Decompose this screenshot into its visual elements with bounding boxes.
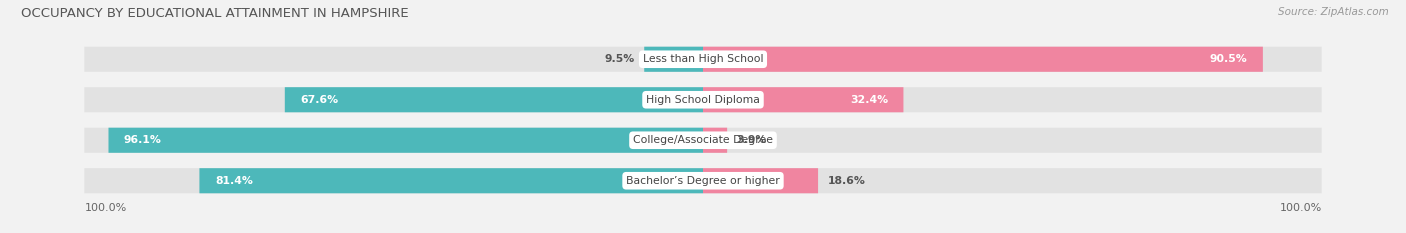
FancyBboxPatch shape: [644, 47, 703, 72]
Text: 100.0%: 100.0%: [84, 203, 127, 213]
Text: 90.5%: 90.5%: [1209, 54, 1247, 64]
FancyBboxPatch shape: [703, 168, 818, 193]
FancyBboxPatch shape: [703, 87, 904, 112]
Text: Less than High School: Less than High School: [643, 54, 763, 64]
Text: 18.6%: 18.6%: [827, 176, 865, 186]
Text: 9.5%: 9.5%: [605, 54, 636, 64]
FancyBboxPatch shape: [200, 168, 703, 193]
FancyBboxPatch shape: [703, 128, 727, 153]
Text: 67.6%: 67.6%: [301, 95, 339, 105]
FancyBboxPatch shape: [703, 47, 1263, 72]
Text: 100.0%: 100.0%: [1279, 203, 1322, 213]
FancyBboxPatch shape: [84, 87, 1322, 112]
Text: Source: ZipAtlas.com: Source: ZipAtlas.com: [1278, 7, 1389, 17]
Text: 81.4%: 81.4%: [215, 176, 253, 186]
FancyBboxPatch shape: [285, 87, 703, 112]
Text: College/Associate Degree: College/Associate Degree: [633, 135, 773, 145]
Text: 3.9%: 3.9%: [737, 135, 766, 145]
FancyBboxPatch shape: [108, 128, 703, 153]
Text: OCCUPANCY BY EDUCATIONAL ATTAINMENT IN HAMPSHIRE: OCCUPANCY BY EDUCATIONAL ATTAINMENT IN H…: [21, 7, 409, 20]
FancyBboxPatch shape: [84, 168, 1322, 193]
Text: High School Diploma: High School Diploma: [647, 95, 759, 105]
Text: 32.4%: 32.4%: [849, 95, 889, 105]
FancyBboxPatch shape: [84, 47, 1322, 72]
FancyBboxPatch shape: [84, 128, 1322, 153]
Text: Bachelor’s Degree or higher: Bachelor’s Degree or higher: [626, 176, 780, 186]
Text: 96.1%: 96.1%: [124, 135, 162, 145]
